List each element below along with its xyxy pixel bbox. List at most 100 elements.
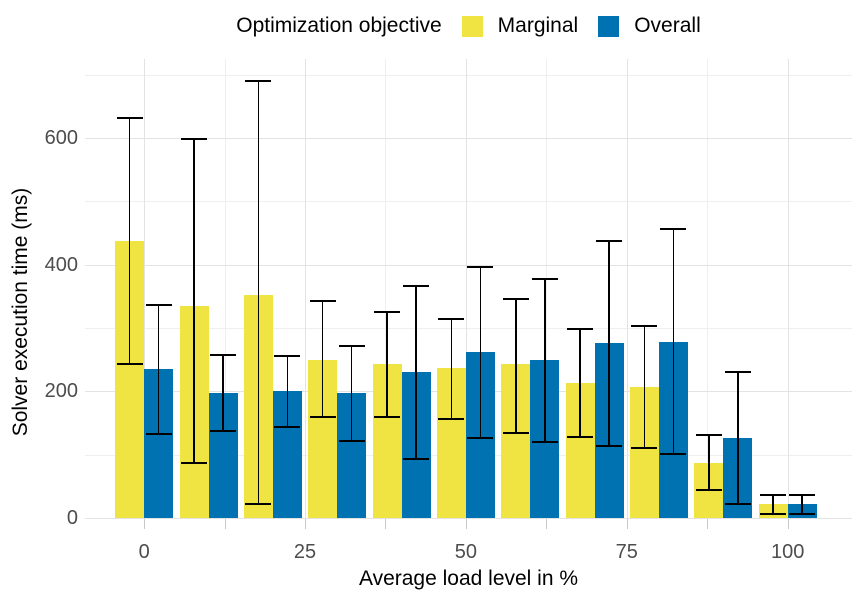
errorbar-line-marginal-load-20: [257, 80, 260, 505]
errorbar-cap-bottom-overall-load-90: [724, 503, 751, 506]
gridline-minor-h: [85, 74, 852, 76]
errorbar-line-overall-load-50: [479, 266, 482, 438]
errorbar-line-overall-load-90: [737, 371, 739, 505]
x-axis-tick-mark: [707, 519, 709, 529]
errorbar-cap-top-marginal-load-20: [245, 79, 272, 82]
errorbar-cap-bottom-marginal-load-90: [695, 489, 722, 492]
errorbar-cap-bottom-overall-load-20: [274, 425, 301, 428]
y-axis-tick-label-200: 200: [44, 380, 78, 403]
errorbar-line-overall-load-60: [544, 278, 546, 442]
errorbar-cap-top-overall-load-70: [596, 239, 623, 242]
errorbar-line-overall-load-80: [672, 229, 675, 455]
errorbar-cap-bottom-marginal-load-80: [631, 447, 658, 450]
errorbar-line-marginal-load-70: [579, 328, 581, 437]
errorbar-cap-bottom-marginal-load-20: [245, 503, 272, 506]
gridline-minor-v: [385, 59, 387, 518]
errorbar-line-overall-load-70: [608, 240, 610, 446]
errorbar-cap-top-overall-load-20: [274, 354, 301, 357]
errorbar-line-overall-load-100: [801, 495, 803, 514]
errorbar-cap-top-marginal-load-80: [631, 324, 658, 327]
legend-item-marginal: Marginal: [461, 14, 579, 38]
x-axis-title: Average load level in %: [358, 567, 579, 590]
plot-panel: [85, 59, 852, 519]
gridline-minor-v: [546, 59, 548, 518]
errorbar-cap-top-overall-load-40: [403, 284, 430, 287]
gridline-minor-v: [224, 59, 226, 518]
errorbar-cap-top-marginal-load-100: [760, 493, 787, 496]
legend-title: Optimization objective: [236, 14, 442, 37]
errorbar-cap-top-marginal-load-40: [374, 310, 401, 313]
x-axis-tick-mark: [385, 519, 387, 529]
errorbar-cap-bottom-marginal-load-10: [181, 461, 208, 464]
legend-label-marginal: Marginal: [497, 14, 579, 37]
errorbar-line-marginal-load-10: [193, 139, 195, 463]
errorbar-cap-top-overall-load-80: [660, 228, 687, 231]
errorbar-cap-bottom-overall-load-50: [467, 436, 494, 439]
legend-label-overall: Overall: [634, 14, 701, 37]
y-axis-tick-label-0: 0: [66, 507, 78, 529]
errorbar-cap-bottom-marginal-load-40: [374, 415, 401, 418]
x-axis-tick-mark: [305, 519, 307, 529]
errorbar-cap-top-overall-load-100: [789, 494, 816, 497]
errorbar-cap-top-overall-load-50: [467, 265, 494, 268]
gridline-major-h: [85, 264, 852, 266]
errorbar-cap-top-overall-load-90: [724, 370, 751, 373]
errorbar-cap-top-overall-load-30: [338, 345, 365, 348]
errorbar-cap-bottom-overall-load-80: [660, 453, 687, 456]
errorbar-line-marginal-load-80: [643, 325, 646, 449]
gridline-major-h: [85, 138, 852, 140]
y-axis-tick-label-400: 400: [44, 253, 78, 276]
gridline-minor-h: [85, 328, 852, 330]
errorbar-line-marginal-load-100: [772, 494, 774, 515]
errorbar-cap-top-marginal-load-60: [502, 297, 529, 300]
errorbar-cap-top-overall-load-0: [145, 303, 172, 306]
x-axis-tick-label-100: 100: [770, 541, 805, 563]
errorbar-cap-top-marginal-load-0: [116, 116, 143, 119]
errorbar-line-overall-load-20: [286, 355, 289, 427]
legend-item-overall: Overall: [598, 14, 701, 38]
errorbar-line-marginal-load-30: [321, 301, 324, 418]
errorbar-cap-top-marginal-load-30: [309, 300, 336, 303]
errorbar-cap-bottom-marginal-load-100: [760, 513, 787, 516]
x-axis-tick-label-0: 0: [138, 541, 150, 563]
errorbar-cap-bottom-marginal-load-30: [309, 416, 336, 419]
x-axis-tick-label-50: 50: [454, 541, 478, 563]
gridline-major-v: [144, 59, 146, 518]
x-axis-tick-mark: [626, 519, 628, 529]
errorbar-cap-bottom-overall-load-70: [596, 444, 623, 447]
errorbar-cap-bottom-overall-load-10: [210, 429, 237, 432]
errorbar-line-marginal-load-0: [128, 117, 131, 365]
errorbar-cap-bottom-overall-load-100: [789, 512, 816, 515]
gridline-major-v: [626, 59, 628, 518]
legend-swatch-marginal: [461, 15, 483, 37]
errorbar-cap-top-marginal-load-10: [181, 138, 208, 141]
errorbar-line-overall-load-0: [157, 304, 160, 435]
legend: Optimization objective Marginal Overall: [85, 12, 852, 40]
y-axis-tick-label-600: 600: [44, 127, 78, 150]
errorbar-cap-bottom-marginal-load-0: [116, 363, 143, 366]
gridline-minor-v: [707, 59, 709, 518]
errorbar-line-marginal-load-90: [708, 435, 710, 491]
errorbar-cap-top-marginal-load-90: [695, 434, 722, 437]
errorbar-cap-top-marginal-load-50: [438, 318, 465, 321]
errorbar-line-marginal-load-40: [386, 311, 388, 417]
errorbar-line-marginal-load-60: [515, 298, 517, 433]
gridline-major-h: [85, 518, 852, 519]
x-axis-tick-label-25: 25: [293, 541, 317, 563]
errorbar-cap-bottom-marginal-load-60: [502, 431, 529, 434]
errorbar-cap-top-overall-load-10: [210, 354, 237, 357]
errorbar-cap-top-marginal-load-70: [567, 327, 594, 330]
x-axis-tick-mark: [224, 519, 226, 529]
errorbar-line-marginal-load-50: [450, 319, 453, 420]
errorbar-cap-bottom-overall-load-40: [403, 458, 430, 461]
gridline-major-v: [305, 59, 307, 518]
x-axis-tick-label-75: 75: [615, 541, 638, 563]
legend-swatch-overall: [598, 15, 620, 37]
errorbar-cap-bottom-marginal-load-70: [567, 435, 594, 438]
errorbar-cap-bottom-overall-load-0: [145, 433, 172, 436]
errorbar-cap-bottom-overall-load-30: [338, 439, 365, 442]
x-axis-tick-mark: [546, 519, 548, 529]
errorbar-line-overall-load-30: [350, 346, 353, 441]
errorbar-cap-top-overall-load-60: [531, 277, 558, 280]
errorbar-line-overall-load-10: [222, 355, 224, 431]
